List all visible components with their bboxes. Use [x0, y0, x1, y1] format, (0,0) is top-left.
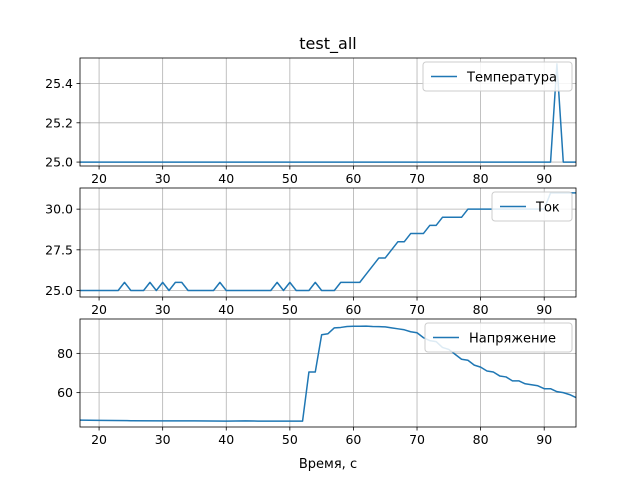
x-tick-label-90: 90 [536, 302, 552, 317]
legend-current: Ток [491, 191, 573, 222]
x-tick-label-70: 70 [409, 432, 425, 447]
x-tick-label-50: 50 [282, 432, 298, 447]
y-tick-label-2: 30.0 [45, 202, 73, 217]
x-tick-label-70: 70 [409, 302, 425, 317]
x-tick-label-30: 30 [155, 171, 171, 186]
x-tick-label-50: 50 [282, 302, 298, 317]
y-tick-label-0: 25.0 [45, 283, 73, 298]
panel-voltage: 20 30 40 50 60 70 80 90 60 80 Напряжение [57, 318, 577, 447]
axes-frame-current [79, 187, 577, 298]
series-line-voltage [80, 325, 576, 422]
x-tick-label-30: 30 [155, 302, 171, 317]
x-tick-label-20: 20 [91, 302, 107, 317]
panel-temperature: 20 30 40 50 60 70 80 90 25.0 25.2 25.4 Температура [45, 57, 577, 186]
axes-frame-temperature [79, 57, 577, 167]
x-tick-label-30: 30 [155, 432, 171, 447]
x-tick-label-50: 50 [282, 171, 298, 186]
legend-label-voltage: Напряжение [469, 332, 556, 347]
x-tick-label-80: 80 [473, 302, 489, 317]
x-tick-label-40: 40 [218, 302, 234, 317]
legend-label-temperature: Температура [466, 71, 557, 86]
x-tick-label-20: 20 [91, 432, 107, 447]
x-tick-label-60: 60 [345, 302, 361, 317]
x-tick-label-80: 80 [473, 171, 489, 186]
axes-frame-voltage [79, 318, 577, 428]
y-tick-label-2: 25.4 [45, 76, 73, 91]
x-tick-label-80: 80 [473, 432, 489, 447]
x-tick-label-60: 60 [345, 432, 361, 447]
x-tick-label-90: 90 [536, 171, 552, 186]
x-tick-label-70: 70 [409, 171, 425, 186]
legend-voltage: Напряжение [424, 322, 573, 353]
legend-box [491, 191, 573, 222]
y-tick-label-0: 60 [57, 385, 73, 400]
x-tick-label-60: 60 [345, 171, 361, 186]
legend-label-current: Ток [535, 201, 560, 216]
legend-box [424, 322, 573, 353]
y-tick-label-1: 80 [57, 346, 73, 361]
x-tick-label-20: 20 [91, 171, 107, 186]
chart-title: test_all [299, 34, 356, 54]
y-tick-label-1: 25.2 [45, 115, 73, 130]
y-tick-label-1: 27.5 [45, 242, 73, 257]
x-tick-label-90: 90 [536, 432, 552, 447]
y-tick-label-0: 25.0 [45, 155, 73, 170]
panel-current: 20 30 40 50 60 70 80 90 25.0 27.5 30.0 Ток [45, 187, 577, 317]
x-axis-label: Время, с [299, 457, 357, 472]
legend-box [422, 61, 573, 92]
x-tick-label-40: 40 [218, 432, 234, 447]
x-tick-label-40: 40 [218, 171, 234, 186]
legend-temperature: Температура [422, 61, 573, 92]
